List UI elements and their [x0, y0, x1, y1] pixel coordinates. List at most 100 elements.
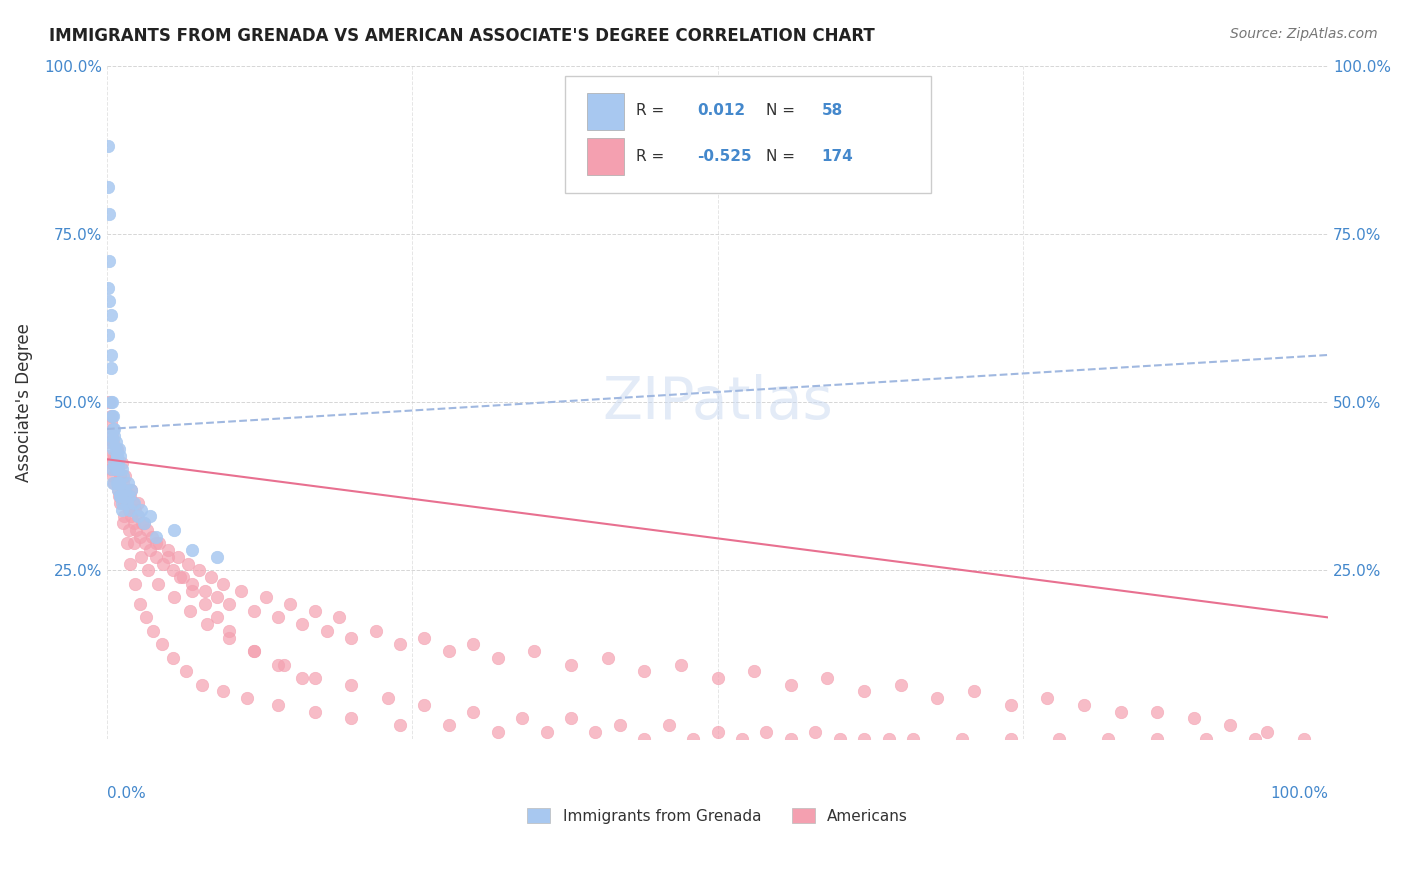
Point: [98, 294, 121, 309]
Point: [107, 456, 129, 470]
Point: [115, 496, 138, 510]
Point: [111, 462, 134, 476]
Point: [779, 731, 801, 746]
Point: [1256, 724, 1278, 739]
Point: [191, 678, 214, 692]
Point: [136, 523, 159, 537]
Text: R =: R =: [636, 149, 664, 164]
Point: [107, 483, 129, 497]
Point: [486, 724, 509, 739]
Point: [315, 624, 337, 638]
Point: [377, 691, 399, 706]
Point: [152, 557, 174, 571]
Text: 0.012: 0.012: [697, 103, 745, 118]
Point: [560, 657, 582, 672]
Point: [120, 557, 142, 571]
Point: [877, 731, 900, 746]
Point: [104, 449, 127, 463]
Point: [148, 536, 170, 550]
Point: [194, 583, 217, 598]
Point: [115, 536, 138, 550]
Point: [437, 644, 460, 658]
Point: [103, 449, 125, 463]
Point: [111, 496, 134, 510]
Point: [97, 281, 120, 295]
Point: [111, 489, 134, 503]
Point: [1000, 731, 1022, 746]
Point: [148, 576, 170, 591]
Point: [114, 483, 136, 497]
Point: [218, 631, 240, 645]
Point: [114, 489, 136, 503]
Point: [669, 657, 692, 672]
Point: [110, 489, 132, 503]
Point: [138, 509, 160, 524]
Point: [901, 731, 924, 746]
Point: [129, 549, 152, 564]
Point: [486, 650, 509, 665]
Point: [122, 516, 145, 531]
Point: [111, 502, 134, 516]
Point: [121, 496, 143, 510]
Point: [127, 496, 149, 510]
Point: [1244, 731, 1267, 746]
Point: [328, 610, 350, 624]
Point: [100, 415, 122, 429]
Point: [364, 624, 387, 638]
Point: [138, 543, 160, 558]
Point: [340, 678, 363, 692]
Point: [187, 563, 209, 577]
Point: [1182, 711, 1205, 725]
Point: [110, 469, 132, 483]
Point: [97, 327, 120, 342]
Point: [181, 543, 204, 558]
Point: [523, 644, 546, 658]
Point: [172, 570, 194, 584]
Point: [853, 731, 876, 746]
Point: [633, 665, 655, 679]
Point: [101, 428, 124, 442]
Point: [134, 536, 156, 550]
Point: [596, 650, 619, 665]
Point: [291, 671, 314, 685]
Point: [103, 428, 125, 442]
FancyBboxPatch shape: [586, 138, 623, 176]
Point: [101, 442, 124, 457]
Point: [100, 409, 122, 423]
Point: [103, 422, 125, 436]
Point: [181, 583, 204, 598]
Point: [100, 348, 122, 362]
Point: [108, 475, 131, 490]
Point: [122, 536, 145, 550]
Point: [104, 435, 127, 450]
Point: [111, 475, 134, 490]
Point: [267, 657, 290, 672]
Point: [105, 442, 128, 457]
Point: [1146, 731, 1168, 746]
Point: [101, 435, 124, 450]
Point: [132, 516, 155, 531]
Point: [176, 665, 198, 679]
Point: [101, 409, 124, 423]
Point: [231, 583, 253, 598]
Point: [218, 597, 240, 611]
Point: [181, 576, 204, 591]
Point: [145, 530, 167, 544]
Point: [101, 422, 124, 436]
Point: [120, 489, 142, 503]
Point: [304, 604, 326, 618]
Point: [100, 428, 122, 442]
Point: [267, 698, 290, 712]
Point: [755, 724, 778, 739]
Point: [1049, 731, 1071, 746]
Point: [124, 576, 146, 591]
Point: [124, 502, 146, 516]
Point: [120, 483, 142, 497]
Point: [103, 456, 125, 470]
Point: [927, 691, 949, 706]
Point: [104, 462, 127, 476]
Text: IMMIGRANTS FROM GRENADA VS AMERICAN ASSOCIATE'S DEGREE CORRELATION CHART: IMMIGRANTS FROM GRENADA VS AMERICAN ASSO…: [49, 27, 875, 45]
Point: [120, 502, 142, 516]
Point: [609, 718, 631, 732]
Point: [304, 671, 326, 685]
